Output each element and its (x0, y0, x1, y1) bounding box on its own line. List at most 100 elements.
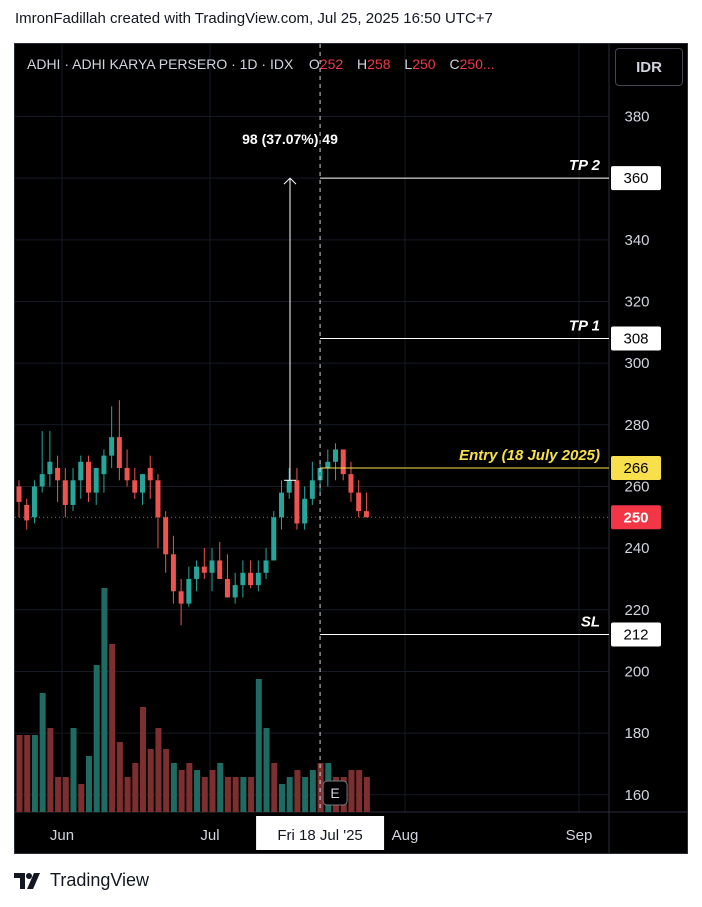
candle-body (224, 578, 230, 598)
y-tick-label: 320 (624, 293, 649, 310)
volume-bar (155, 728, 162, 812)
volume-bar (140, 707, 147, 812)
candle-body (232, 585, 238, 598)
candle-body (194, 566, 200, 579)
level-label: SL (581, 613, 600, 630)
volume-bar (170, 763, 177, 812)
tradingview-logo-icon (14, 872, 40, 889)
measure-arrow-head (283, 177, 297, 185)
candle-body (178, 591, 184, 604)
volume-bar (116, 742, 123, 812)
volume-bar (224, 777, 231, 812)
candle-body (286, 480, 292, 493)
volume-bar (232, 777, 239, 812)
volume-bar (178, 770, 185, 812)
chart-caption: ImronFadillah created with TradingView.c… (15, 10, 493, 27)
candle-body (109, 437, 115, 456)
volume-bar (109, 644, 116, 812)
volume-bar (62, 777, 69, 812)
earnings-marker: E (330, 785, 339, 801)
level-label: TP 2 (569, 157, 601, 174)
volume-bar (263, 728, 270, 812)
price-badge-label: 266 (623, 460, 648, 477)
y-tick-label: 280 (624, 417, 649, 434)
volume-bar (201, 777, 208, 812)
volume-bar (348, 770, 355, 812)
candle-body (101, 455, 107, 475)
close-value: 250... (459, 56, 495, 72)
symbol-title: ADHI · ADHI KARYA PERSERO · 1D · IDX (27, 56, 294, 72)
volume-bar (47, 728, 54, 812)
price-badge (611, 166, 661, 191)
measure-label: 98 (37.07%) 49 (242, 131, 338, 147)
candle-body (340, 449, 346, 475)
earnings-marker-box (322, 780, 348, 806)
candle-body (186, 578, 192, 604)
volume-bar (278, 784, 285, 812)
volume-bar (248, 777, 255, 812)
candle-body (78, 461, 84, 481)
volume-bar (93, 665, 100, 812)
candle-body (70, 480, 76, 505)
x-tick-label: Jun (50, 827, 74, 844)
low-label: L (404, 56, 413, 72)
price-badge (611, 455, 661, 480)
candle-body (294, 480, 300, 524)
candle-body (31, 486, 37, 518)
volume-bar (55, 777, 62, 812)
currency-button[interactable]: IDR (615, 48, 683, 86)
volume-bar (255, 679, 262, 812)
volume-bar (147, 749, 154, 812)
y-tick-label: 200 (624, 663, 649, 680)
candle-body (240, 572, 246, 586)
high-label: H (357, 56, 368, 72)
candle-body (325, 461, 331, 468)
candle-body (39, 474, 45, 487)
footer: TradingView (14, 870, 149, 891)
candle-body (309, 480, 315, 499)
price-badge (611, 326, 661, 351)
candle-body (140, 474, 146, 493)
volume-bar (271, 763, 278, 812)
candle-body (348, 474, 354, 493)
candle-body (163, 517, 169, 555)
price-chart[interactable]: TP 2 TP 1 Entry (18 July 2025) SL 98 (37.07%… (15, 44, 687, 853)
symbol-legend: ADHI · ADHI KARYA PERSERO · 1D · IDX O25… (27, 56, 505, 72)
level-label: Entry (18 July 2025) (459, 447, 600, 464)
volume-bar (240, 777, 247, 812)
crosshair-date-label: Fri 18 Jul '25 (277, 827, 362, 844)
x-tick-label: Aug (392, 827, 419, 844)
volume-bar (163, 749, 170, 812)
low-value: 250 (412, 56, 436, 72)
candle-body (356, 492, 362, 512)
volume-bar (302, 777, 309, 812)
volume-bar (209, 770, 216, 812)
candle-body (217, 560, 223, 579)
y-tick-label: 380 (624, 109, 649, 126)
candle-body (248, 572, 254, 586)
candle-body (16, 486, 22, 502)
candle-body (363, 511, 369, 518)
y-tick-label: 300 (624, 355, 649, 372)
candle-body (116, 437, 122, 468)
x-tick-label: Sep (566, 827, 593, 844)
y-tick-label: 180 (624, 725, 649, 742)
candle-body (278, 492, 284, 518)
y-tick-label: 160 (624, 787, 649, 804)
candle-body (147, 467, 153, 481)
volume-bar (363, 777, 370, 812)
volume-bar (217, 763, 224, 812)
chart-frame[interactable]: TP 2 TP 1 Entry (18 July 2025) SL 98 (37.07%… (14, 43, 688, 854)
candle-body (201, 566, 207, 573)
volume-bar (31, 735, 38, 812)
candle-body (124, 467, 130, 481)
level-label: TP 1 (569, 317, 600, 334)
volume-bar (124, 777, 131, 812)
y-tick-label: 260 (624, 478, 649, 495)
volume-bar (16, 735, 23, 812)
candle-body (62, 480, 68, 505)
candle-body (271, 517, 277, 561)
crosshair-date-box (256, 816, 385, 850)
x-tick-label: Jul (200, 827, 219, 844)
candle-body (333, 449, 339, 462)
